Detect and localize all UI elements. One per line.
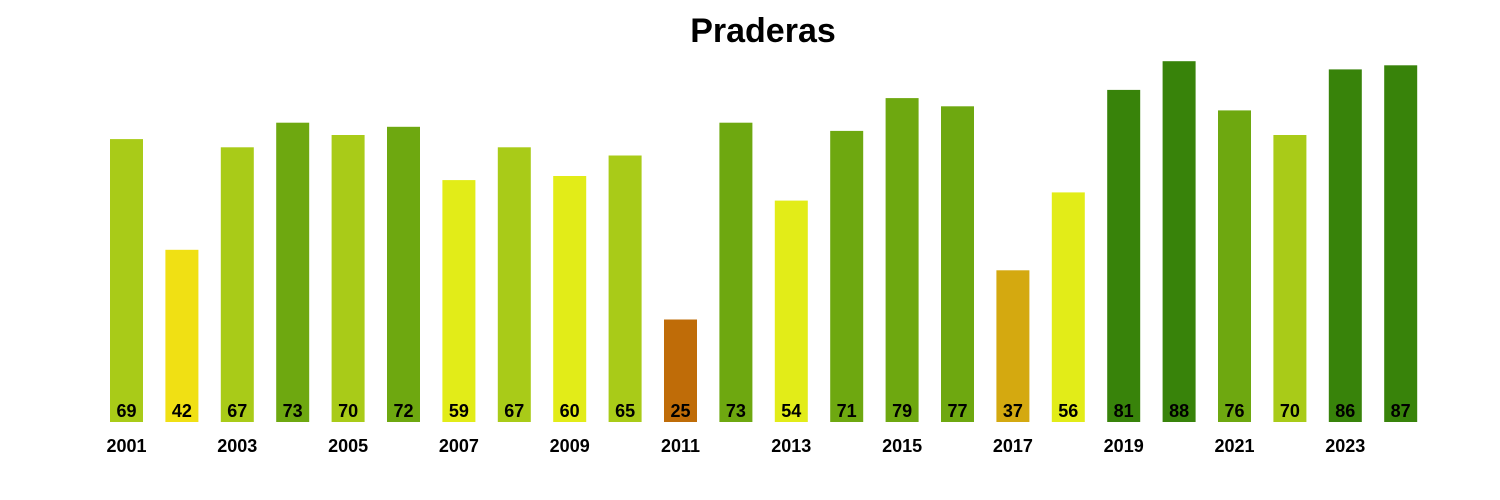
- value-label-2008: 67: [504, 401, 524, 421]
- bar-2013: [774, 200, 808, 422]
- bar-2005: [331, 135, 365, 422]
- bar-2007: [442, 180, 476, 422]
- x-tick-2005: 2005: [328, 436, 368, 456]
- value-label-2022: 70: [1280, 401, 1300, 421]
- chart-title: Praderas: [690, 12, 836, 50]
- bar-2021: [1218, 110, 1251, 423]
- value-label-2023: 86: [1335, 401, 1355, 421]
- bar-2009: [553, 176, 587, 422]
- bar-2001: [110, 139, 143, 422]
- bar-2024: [1384, 65, 1418, 423]
- x-tick-2019: 2019: [1104, 436, 1144, 456]
- value-label-2006: 72: [393, 401, 413, 421]
- x-tick-2001: 2001: [106, 436, 146, 456]
- value-label-2019: 81: [1114, 401, 1134, 421]
- bar-2006: [387, 126, 420, 423]
- value-label-2020: 88: [1169, 401, 1189, 421]
- x-tick-2007: 2007: [439, 436, 479, 456]
- value-label-2021: 76: [1224, 401, 1244, 421]
- bar-2022: [1273, 135, 1307, 422]
- x-tick-2011: 2011: [661, 436, 700, 456]
- value-label-2011: 25: [670, 401, 690, 421]
- value-label-2009: 60: [560, 401, 580, 421]
- value-label-2004: 73: [283, 401, 303, 421]
- bar-2019: [1107, 89, 1141, 423]
- bars-group: [110, 61, 1418, 423]
- x-tick-2023: 2023: [1325, 436, 1365, 456]
- value-label-2017: 37: [1003, 401, 1023, 421]
- value-label-2016: 77: [947, 401, 967, 421]
- bar-2023: [1328, 69, 1362, 423]
- value-label-2005: 70: [338, 401, 358, 421]
- bar-2014: [830, 130, 864, 422]
- value-label-2010: 65: [615, 401, 635, 421]
- bar-2003: [220, 147, 254, 423]
- x-tick-2021: 2021: [1214, 436, 1254, 456]
- value-label-2018: 56: [1058, 401, 1078, 421]
- value-label-2014: 71: [837, 401, 857, 421]
- x-tick-2009: 2009: [550, 436, 590, 456]
- bar-2018: [1051, 192, 1085, 422]
- value-label-2003: 67: [227, 401, 247, 421]
- bar-2012: [719, 122, 753, 422]
- bar-2015: [885, 98, 919, 422]
- x-tick-2003: 2003: [217, 436, 257, 456]
- value-label-2002: 42: [172, 401, 192, 421]
- x-tick-2017: 2017: [993, 436, 1033, 456]
- value-labels-group: 69 42 67 73 70 72 59 67 60 65 25 73 54 71 79 77 37 56 81 88…: [116, 401, 1410, 421]
- bar-2004: [276, 122, 310, 422]
- bar-2017: [996, 270, 1030, 422]
- bar-2002: [165, 249, 199, 422]
- bar-2010: [608, 155, 642, 422]
- x-tick-2013: 2013: [771, 436, 811, 456]
- bar-2008: [497, 147, 531, 423]
- value-label-2013: 54: [781, 401, 801, 421]
- x-tick-2015: 2015: [882, 436, 922, 456]
- value-label-2015: 79: [892, 401, 912, 421]
- bar-2016: [941, 106, 974, 423]
- value-label-2001: 69: [116, 401, 136, 421]
- bar-2020: [1162, 61, 1196, 422]
- value-label-2024: 87: [1391, 401, 1411, 421]
- bar-2011: [664, 319, 697, 422]
- value-label-2012: 73: [726, 401, 746, 421]
- x-tick-labels-group: 2001 2003 2005 2007 2009 2011 2013 2015 2017 2019…: [106, 436, 1365, 456]
- value-label-2007: 59: [449, 401, 469, 421]
